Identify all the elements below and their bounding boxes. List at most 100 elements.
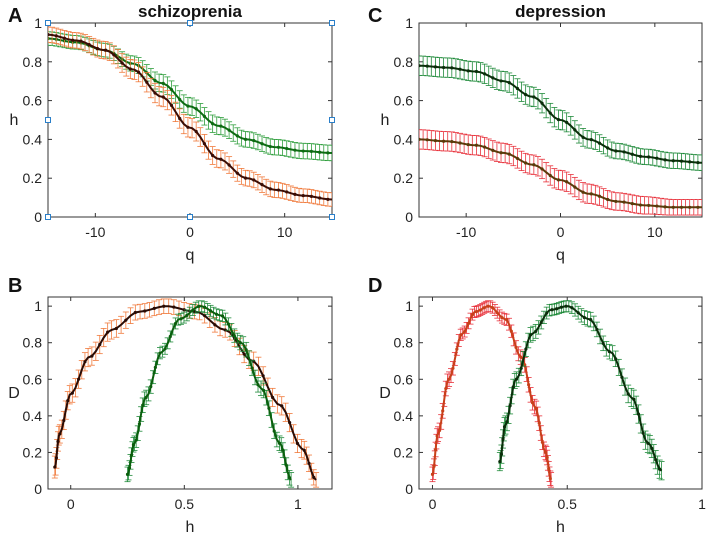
data-point: [606, 146, 610, 150]
series-red: [429, 300, 555, 488]
data-point: [523, 363, 527, 367]
y-tick-label: 1: [405, 298, 413, 314]
data-point: [70, 391, 74, 395]
data-point: [124, 318, 128, 322]
x-tick-label: -10: [85, 224, 105, 240]
data-point: [573, 185, 577, 189]
data-point: [491, 76, 495, 80]
data-point: [507, 81, 511, 85]
data-point: [509, 329, 513, 333]
data-point: [232, 334, 236, 338]
selection-handle[interactable]: [45, 117, 51, 123]
data-point: [301, 194, 305, 198]
data-point: [133, 310, 137, 315]
data-point: [696, 205, 700, 209]
data-point: [543, 450, 548, 455]
data-point: [48, 33, 50, 37]
y-tick-label: 0.6: [23, 93, 43, 109]
data-point: [630, 152, 634, 156]
series-green: [48, 31, 332, 162]
data-point: [524, 347, 528, 351]
y-tick-label: 0.2: [23, 170, 43, 186]
selection-handle[interactable]: [329, 214, 335, 220]
data-point: [244, 348, 248, 352]
selection-handle[interactable]: [45, 20, 51, 26]
selection-handle[interactable]: [329, 117, 335, 123]
y-tick-label: 0.8: [23, 335, 43, 351]
data-point: [435, 434, 439, 438]
data-point: [203, 314, 207, 318]
data-point: [128, 67, 132, 71]
data-point: [425, 138, 429, 142]
data-point: [219, 157, 223, 161]
data-point: [302, 448, 306, 452]
data-point: [326, 197, 330, 201]
panel-title: depression: [515, 2, 606, 21]
selection-handle[interactable]: [187, 214, 193, 220]
data-point: [614, 199, 618, 204]
data-point: [285, 190, 289, 194]
data-point: [242, 352, 246, 356]
data-point: [482, 306, 486, 310]
plot-area: [419, 55, 702, 216]
y-tick-label: 0.4: [394, 131, 414, 147]
data-point: [559, 305, 563, 309]
series-orange: [51, 298, 320, 488]
data-point: [219, 124, 223, 128]
data-point: [161, 95, 165, 99]
data-point: [514, 377, 519, 381]
data-point: [595, 327, 599, 332]
selection-handle[interactable]: [187, 20, 193, 26]
data-point: [556, 178, 561, 182]
axes-box: [47, 296, 333, 490]
selection-handle[interactable]: [329, 20, 335, 26]
data-point: [272, 429, 276, 433]
data-point: [636, 412, 641, 416]
data-point: [284, 463, 288, 467]
data-point: [474, 309, 478, 314]
data-point: [149, 384, 153, 389]
data-point: [178, 97, 182, 102]
data-point: [77, 377, 81, 381]
data-point: [53, 465, 57, 469]
data-point: [655, 204, 659, 208]
data-point: [581, 190, 585, 194]
data-point: [696, 160, 700, 165]
data-point: [641, 431, 645, 435]
data-point: [550, 308, 554, 312]
data-point: [169, 88, 174, 92]
selection-handle[interactable]: [45, 214, 51, 220]
data-point: [537, 421, 541, 425]
data-point: [185, 313, 189, 317]
data-point: [309, 194, 314, 198]
data-point: [419, 137, 421, 141]
y-tick-label: 0.6: [394, 371, 414, 387]
data-point: [227, 128, 231, 132]
data-point: [463, 329, 467, 334]
data-point: [250, 366, 254, 370]
data-point: [601, 341, 605, 345]
data-point: [125, 472, 130, 476]
x-axis-label: q: [186, 247, 195, 264]
data-point: [54, 456, 58, 460]
data-point: [502, 425, 507, 429]
y-tick-label: 0.4: [394, 408, 414, 424]
data-point: [524, 161, 528, 165]
data-point: [589, 138, 593, 142]
data-point: [455, 347, 459, 351]
data-point: [112, 53, 116, 57]
data-point: [434, 447, 438, 452]
data-point: [597, 194, 602, 198]
data-point: [120, 61, 124, 65]
data-point: [277, 441, 282, 445]
data-point: [309, 149, 314, 154]
data-point: [98, 342, 102, 347]
data-point: [301, 149, 305, 153]
series-line: [419, 138, 702, 209]
data-point: [679, 205, 684, 209]
y-tick-label: 0.4: [23, 131, 43, 147]
data-point: [252, 138, 256, 143]
data-point: [688, 160, 692, 164]
data-point: [223, 328, 227, 332]
x-tick-label: 0: [186, 224, 194, 240]
